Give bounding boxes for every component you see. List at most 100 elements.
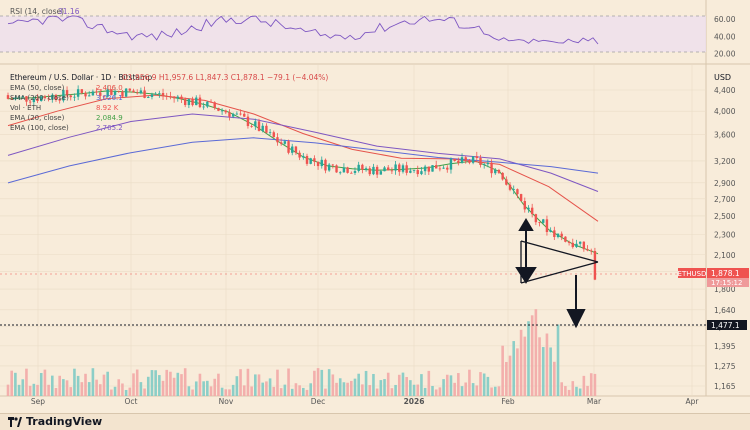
- volume-bar: [220, 387, 224, 396]
- volume-bar: [290, 388, 294, 396]
- volume-bar: [479, 372, 482, 396]
- x-tick: Nov: [219, 397, 234, 406]
- candle-body: [257, 121, 261, 131]
- volume-bar: [534, 309, 538, 396]
- price-tick: 4,000: [714, 107, 736, 116]
- indicator-label: Vol · ETH: [10, 104, 41, 112]
- candle-body: [383, 167, 386, 172]
- candle-body: [446, 167, 449, 170]
- volume-bar: [165, 369, 169, 396]
- footer-bar: [0, 413, 750, 430]
- price-tick: 1,800: [714, 285, 736, 294]
- volume-bar: [327, 369, 331, 396]
- volume-bar: [409, 380, 412, 396]
- volume-bar: [279, 388, 283, 396]
- volume-bar: [416, 384, 420, 396]
- candle-body: [575, 243, 578, 248]
- volume-bar: [194, 381, 198, 396]
- last-price-symbol: ETHUSD: [678, 270, 707, 278]
- candle-body: [14, 97, 17, 100]
- volume-bar: [228, 389, 231, 396]
- volume-bar: [493, 386, 497, 396]
- candle-body: [556, 233, 560, 238]
- volume-bar: [556, 324, 560, 396]
- currency-tag: USD: [714, 73, 731, 82]
- volume-bar: [172, 377, 176, 396]
- candle-body: [538, 222, 541, 223]
- candle-body: [361, 164, 364, 170]
- candle-body: [180, 96, 183, 100]
- candle-body: [379, 171, 383, 175]
- volume-bar: [453, 382, 456, 396]
- candle-body: [91, 91, 95, 96]
- ohlc-readout: O1,956.9 H1,957.6 L1,847.3 C1,878.1 −79.…: [122, 73, 328, 82]
- indicator-value: 8.92 K: [96, 104, 119, 112]
- volume-bar: [25, 368, 28, 396]
- ma-line: [7, 94, 599, 222]
- candle-body: [357, 164, 360, 171]
- volume-bar: [553, 361, 556, 396]
- candle-body: [553, 230, 556, 238]
- volume-bar: [338, 378, 342, 396]
- price-tick: 1,395: [714, 342, 736, 351]
- candle-body: [460, 157, 464, 163]
- candle-body: [165, 95, 168, 97]
- volume-bar: [14, 372, 17, 396]
- volume-bar: [265, 381, 268, 396]
- candle-body: [523, 201, 526, 210]
- volume-bar: [475, 385, 479, 396]
- volume-bar: [254, 374, 257, 396]
- volume-bar: [169, 371, 172, 396]
- price-tick: 1,165: [714, 382, 736, 391]
- support-level-value: 1,477.1: [711, 321, 740, 330]
- candle-body: [102, 95, 106, 97]
- volume-bar: [272, 386, 276, 396]
- volume-bar: [47, 384, 50, 396]
- volume-bar: [231, 384, 235, 396]
- candle-body: [346, 167, 349, 173]
- volume-bar: [121, 383, 124, 396]
- candle-body: [427, 166, 431, 172]
- volume-bar: [98, 384, 102, 396]
- candle-body: [471, 156, 475, 163]
- volume-bar: [457, 373, 460, 396]
- indicator-value: 2,084.9: [96, 114, 123, 122]
- volume-bar: [501, 345, 504, 396]
- volume-bar: [283, 384, 287, 396]
- volume-bar: [375, 388, 379, 396]
- candle-body: [342, 167, 346, 173]
- candle-body: [387, 167, 390, 171]
- indicator-label: EMA (50, close): [10, 84, 65, 92]
- volume-bar: [335, 382, 338, 396]
- volume-bar: [28, 385, 32, 396]
- volume-bar: [316, 368, 320, 396]
- volume-bar: [405, 377, 408, 396]
- volume-bar: [187, 386, 191, 396]
- candle-body: [508, 184, 512, 190]
- volume-bar: [102, 374, 106, 396]
- price-tick: 2,900: [714, 179, 736, 188]
- candle-body: [261, 125, 264, 131]
- rsi-tick: 20.00: [714, 50, 736, 59]
- candle-body: [549, 230, 552, 233]
- volume-bar: [427, 370, 431, 396]
- candle-body: [567, 241, 571, 243]
- volume-bar: [180, 374, 183, 396]
- candle-body: [32, 98, 36, 103]
- volume-bar: [73, 368, 76, 396]
- rsi-label: RSI (14, close): [10, 7, 64, 16]
- candle-body: [10, 98, 13, 100]
- volume-bar: [442, 379, 445, 396]
- candle-body: [313, 158, 316, 162]
- volume-bar: [519, 329, 523, 396]
- volume-bar: [538, 337, 541, 396]
- volume-bar: [58, 375, 61, 396]
- candle-body: [350, 172, 353, 174]
- candle-body: [209, 101, 213, 103]
- last-price-tag: ETHUSD 1,878.1 17:15:12: [678, 268, 749, 287]
- candle-body: [534, 214, 538, 223]
- candle-body: [69, 95, 72, 98]
- volume-bar: [62, 379, 65, 396]
- candle-body: [457, 160, 460, 163]
